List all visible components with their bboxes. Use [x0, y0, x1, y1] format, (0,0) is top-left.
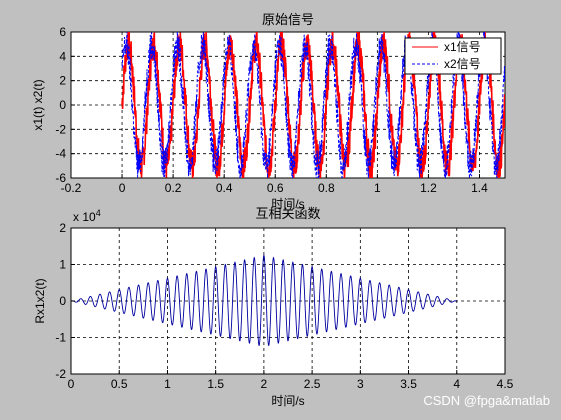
y-tick-label: 6	[59, 25, 66, 39]
x-tick-label: 1	[164, 377, 171, 391]
legend-label-x1: x1信号	[444, 40, 481, 54]
bottom-ylabel: Rx1x2(t)	[33, 278, 47, 323]
bottom-xlabel: 时间/s	[271, 394, 304, 408]
bottom-ticks: 0 0.5 1 1.5 2 2.5 3 3.5 4 4.5 2 1 0 -1 -2	[55, 221, 513, 391]
top-xlabel: 时间/s	[271, 197, 304, 211]
y-tick-label: 4	[59, 49, 66, 63]
x-tick-label: 1.4	[471, 181, 488, 195]
series-line-1	[121, 32, 505, 178]
y-tick-label: 1	[59, 258, 66, 272]
top-legend: x1信号 x2信号	[404, 37, 502, 75]
x-tick-label: 3	[357, 377, 364, 391]
bottom-series	[71, 254, 457, 346]
top-ylabel: x1(t) x2(t)	[31, 79, 45, 130]
scale-exp: 4	[96, 208, 101, 218]
x-tick-label: 0.8	[318, 181, 335, 195]
scale-base: x 10	[73, 210, 96, 224]
x-tick-label: 1	[374, 181, 381, 195]
x-tick-label: 1.5	[207, 377, 224, 391]
bottom-axes: 0 0.5 1 1.5 2 2.5 3 3.5 4 4.5 2 1 0 -1 -2 互相关函数 时间/s R…	[33, 206, 514, 408]
y-tick-label: -4	[55, 147, 66, 161]
x-tick-label: -0.2	[61, 181, 82, 195]
y-tick-label: 0	[59, 98, 66, 112]
bottom-grid	[71, 228, 505, 374]
x-tick-label: 1.2	[420, 181, 437, 195]
x-tick-label: 0.6	[267, 181, 284, 195]
x-tick-label: 3.5	[400, 377, 417, 391]
top-title: 原始信号	[262, 12, 314, 27]
y-tick-label: -6	[55, 171, 66, 185]
x-tick-label: 0	[119, 181, 126, 195]
legend-box	[404, 37, 502, 75]
y-tick-label: 2	[59, 221, 66, 235]
series-line-2	[121, 32, 505, 178]
x-tick-label: 4	[453, 377, 460, 391]
y-tick-label: 0	[59, 294, 66, 308]
legend-label-x2: x2信号	[444, 57, 481, 71]
x-tick-label: 4.5	[497, 377, 514, 391]
y-tick-label: -2	[55, 122, 66, 136]
y-tick-label: 2	[59, 74, 66, 88]
watermark: CSDN @fpga&matlab	[423, 393, 550, 408]
x-tick-label: 0.4	[216, 181, 233, 195]
x-tick-label: 2	[261, 377, 268, 391]
bottom-title: 互相关函数	[255, 206, 320, 221]
top-ticks: -0.2 0 0.2 0.4 0.6 0.8 1 1.2 1.4 6 4 2 0 -2 -4 -6	[55, 25, 488, 195]
y-tick-label: -1	[55, 331, 66, 345]
x-tick-label: 0.2	[165, 181, 182, 195]
top-series	[121, 32, 505, 178]
x-tick-label: 0.5	[111, 377, 128, 391]
x-tick-label: 0	[68, 377, 75, 391]
xcorr-line	[71, 254, 457, 346]
y-tick-label: -2	[55, 367, 66, 381]
x-tick-label: 2.5	[304, 377, 321, 391]
bottom-scale-label: x 104	[73, 208, 101, 224]
